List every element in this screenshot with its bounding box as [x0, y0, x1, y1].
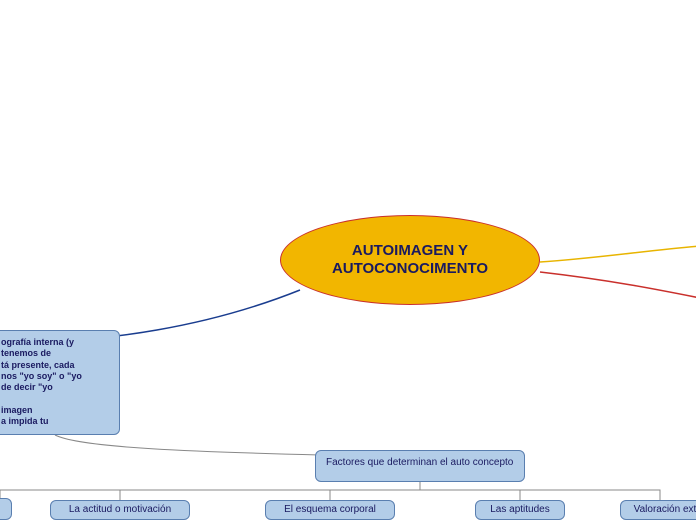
autoimagen-description-box[interactable]: ografía interna (ytenemos detá presente,…	[0, 330, 120, 435]
description-line: imagen	[1, 405, 109, 416]
description-line: ografía interna (y	[1, 337, 109, 348]
factor-node[interactable]: Las aptitudes	[475, 500, 565, 520]
description-line	[1, 393, 109, 404]
description-line: tenemos de	[1, 348, 109, 359]
factor-label: Valoración ext	[634, 504, 696, 517]
description-line: de decir "yo	[1, 382, 109, 393]
factor-node[interactable]: Valoración ext	[620, 500, 696, 520]
cropped-factor-chip[interactable]	[0, 498, 12, 520]
factor-node[interactable]: La actitud o motivación	[50, 500, 190, 520]
description-line: tá presente, cada	[1, 360, 109, 371]
factor-label: La actitud o motivación	[69, 504, 171, 517]
factor-label: El esquema corporal	[284, 504, 376, 517]
factor-label: Las aptitudes	[490, 504, 550, 517]
description-line: nos "yo soy" o "yo	[1, 371, 109, 382]
factors-parent-node[interactable]: Factores que determinan el auto concepto	[315, 450, 525, 482]
factors-parent-label: Factores que determinan el auto concepto	[326, 457, 513, 468]
central-topic-label: AUTOIMAGEN Y AUTOCONOCIMENTO	[281, 242, 539, 278]
central-topic-node[interactable]: AUTOIMAGEN Y AUTOCONOCIMENTO	[280, 215, 540, 305]
factor-node[interactable]: El esquema corporal	[265, 500, 395, 520]
description-line: a impida tu	[1, 416, 109, 427]
